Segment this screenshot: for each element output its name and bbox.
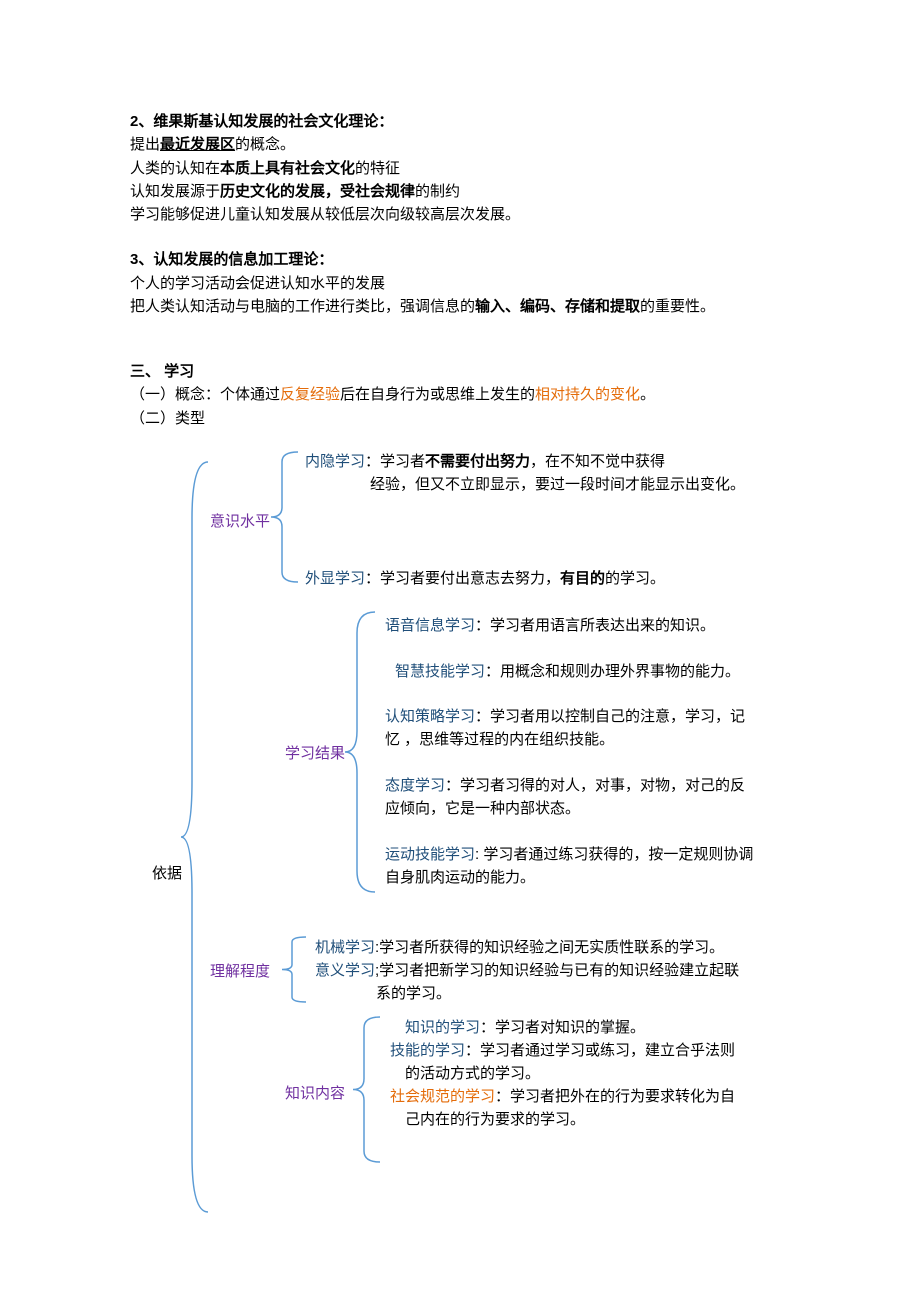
meaningful-name: 意义学习: [315, 962, 375, 979]
section3-line2: 把人类认知活动与电脑的工作进行类比，强调信息的输入、编码、存储和提取的重要性。: [130, 295, 800, 318]
meaningful-row2: 系的学习。: [376, 982, 796, 1005]
root-label: 依据: [152, 862, 182, 885]
implicit-row2: 经验，但又不立即显示，要过一段时间才能显示出变化。: [370, 473, 810, 496]
attitude-row: 态度学习：学习者习得的对人，对事，对物，对己的反: [385, 774, 805, 797]
explicit-a: ：学习者要付出意志去努力，: [365, 570, 560, 587]
explicit-b: 的学习。: [605, 570, 665, 587]
motor-row2: 自身肌肉运动的能力。: [385, 866, 805, 889]
section3-heading: 3、认知发展的信息加工理论：: [130, 248, 800, 271]
learning-def: （一）概念：个体通过反复经验后在自身行为或思维上发生的相对持久的变化。: [130, 383, 800, 406]
social-row2: 己内在的行为要求的学习。: [405, 1108, 805, 1131]
section3-line1: 个人的学习活动会促进认知水平的发展: [130, 272, 800, 295]
section2-line2: 人类的认知在本质上具有社会文化的特征: [130, 157, 800, 180]
social-name: 社会规范的学习: [390, 1088, 495, 1105]
meaningful-row: 意义学习;学习者把新学习的知识经验与已有的知识经验建立起联: [315, 959, 805, 982]
def-c: 后在自身行为或思维上发生的: [340, 386, 535, 403]
def-a: （一）概念：个体通过: [130, 386, 280, 403]
verbal-desc: ：学习者用语言所表达出来的知识。: [475, 617, 715, 634]
s2l1b: 最近发展区: [160, 136, 235, 153]
knowledge-name: 知识的学习: [405, 1019, 480, 1036]
rote-row: 机械学习:学习者所获得的知识经验之间无实质性联系的学习。: [315, 936, 805, 959]
s3l2a: 把人类认知活动与电脑的工作进行类比，强调信息的: [130, 298, 475, 315]
results-label: 学习结果: [285, 742, 345, 765]
explicit-name: 外显学习: [305, 570, 365, 587]
skill-name: 技能的学习: [390, 1042, 465, 1059]
meaningful-a: ;学习者把新学习的知识经验与已有的知识经验建立起联: [375, 962, 739, 979]
explicit-bold: 有目的: [560, 570, 605, 587]
implicit-bold: 不需要付出努力: [425, 453, 530, 470]
def-e: 。: [640, 386, 655, 403]
s3l2c: 的重要性。: [640, 298, 715, 315]
attitude-name: 态度学习: [385, 777, 445, 794]
cognitive-a: ：学习者用以控制自己的注意，学习，记: [475, 708, 745, 725]
skill-row: 技能的学习：学习者通过学习或练习，建立合乎法则: [390, 1039, 805, 1062]
social-a: ：学习者把外在的行为要求转化为自: [495, 1088, 735, 1105]
skill-a: ：学习者通过学习或练习，建立合乎法则: [465, 1042, 735, 1059]
intellectual-name: 智慧技能学习: [395, 663, 485, 680]
classification-tree: 依据 意识水平 学习结果 理解程度 知识内容 内隐学习：学习者不需要付出努力，在…: [130, 442, 800, 1222]
cognitive-name: 认知策略学习: [385, 708, 475, 725]
section2-heading: 2、维果斯基认知发展的社会文化理论：: [130, 110, 800, 133]
rote-desc: :学习者所获得的知识经验之间无实质性联系的学习。: [375, 939, 724, 956]
s2l1a: 提出: [130, 136, 160, 153]
knowledge-desc: ：学习者对知识的掌握。: [480, 1019, 645, 1036]
document-page: 2、维果斯基认知发展的社会文化理论： 提出最近发展区的概念。 人类的认知在本质上…: [0, 0, 920, 1282]
section2-line1: 提出最近发展区的概念。: [130, 133, 800, 156]
types-label: （二）类型: [130, 407, 800, 430]
learning-heading: 三、 学习: [130, 360, 800, 383]
motor-name: 运动技能学习: [385, 846, 475, 863]
cognitive-row2: 忆 ，思维等过程的内在组织技能。: [385, 728, 805, 751]
motor-row: 运动技能学习: 学习者通过练习获得的，按一定规则协调: [385, 843, 805, 866]
implicit-a: ：学习者: [365, 453, 425, 470]
s2l3a: 认知发展源于: [130, 183, 220, 200]
attitude-a: ：学习者习得的对人，对事，对物，对己的反: [445, 777, 745, 794]
motor-a: : 学习者通过练习获得的，按一定规则协调: [475, 846, 753, 863]
s2l3b: 历史文化的发展，受社会规律: [220, 183, 415, 200]
rote-name: 机械学习: [315, 939, 375, 956]
s2l2a: 人类的认知在: [130, 160, 220, 177]
implicit-b: ，在不知不觉中获得: [530, 453, 665, 470]
section2-line4: 学习能够促进儿童认知发展从较低层次向级较高层次发展。: [130, 203, 800, 226]
intellectual-row: 智慧技能学习：用概念和规则办理外界事物的能力。: [395, 660, 805, 683]
skill-row2: 的活动方式的学习。: [405, 1062, 805, 1085]
explicit-row: 外显学习：学习者要付出意志去努力，有目的的学习。: [305, 567, 795, 590]
content-label: 知识内容: [285, 1082, 345, 1105]
s2l1c: 的概念。: [235, 136, 295, 153]
implicit-name: 内隐学习: [305, 453, 365, 470]
s3l2b: 输入、编码、存储和提取: [475, 298, 640, 315]
def-d: 相对持久的变化: [535, 386, 640, 403]
verbal-row: 语音信息学习：学习者用语言所表达出来的知识。: [385, 614, 805, 637]
s2l3c: 的制约: [415, 183, 460, 200]
understanding-label: 理解程度: [210, 960, 270, 983]
intellectual-desc: ：用概念和规则办理外界事物的能力。: [485, 663, 740, 680]
section2-line3: 认知发展源于历史文化的发展，受社会规律的制约: [130, 180, 800, 203]
implicit-row: 内隐学习：学习者不需要付出努力，在不知不觉中获得: [305, 450, 795, 473]
cognitive-row: 认知策略学习：学习者用以控制自己的注意，学习，记: [385, 705, 805, 728]
s2l2b: 本质上具有社会文化: [220, 160, 355, 177]
knowledge-row: 知识的学习：学习者对知识的掌握。: [405, 1016, 805, 1039]
attitude-row2: 应倾向，它是一种内部状态。: [385, 797, 805, 820]
consciousness-label: 意识水平: [210, 510, 270, 533]
def-b: 反复经验: [280, 386, 340, 403]
s2l2c: 的特征: [355, 160, 400, 177]
social-row: 社会规范的学习：学习者把外在的行为要求转化为自: [390, 1085, 805, 1108]
verbal-name: 语音信息学习: [385, 617, 475, 634]
